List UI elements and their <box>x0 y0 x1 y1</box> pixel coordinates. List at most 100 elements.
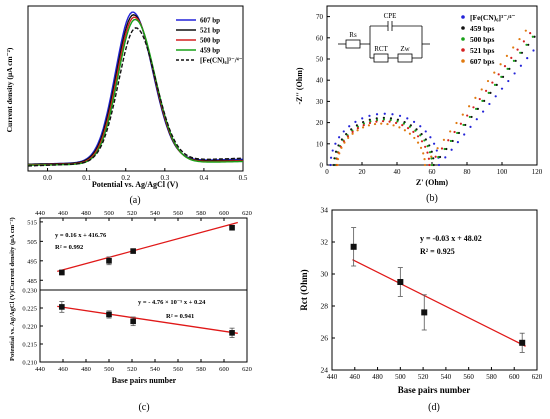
panel-d-label: (d) <box>428 402 440 413</box>
panel-b-point <box>512 59 516 62</box>
panel-b-point <box>422 152 425 155</box>
panel-b-point <box>402 122 405 125</box>
panel-b-y-tick-label: 70 <box>316 13 324 21</box>
panel-d-x-tick-label: 600 <box>509 373 520 381</box>
panel-b-point <box>406 127 410 130</box>
panel-c-x-tick-label: 520 <box>127 366 137 373</box>
panel-d-marks <box>350 227 526 353</box>
panel-b-point <box>332 163 336 167</box>
panel-b-y-tick-label: 40 <box>316 77 324 85</box>
panel-b-x-tick-label: 0 <box>325 168 329 176</box>
panel-b-point <box>512 46 515 49</box>
panel-b-point <box>428 163 431 167</box>
panel-b-point <box>507 79 510 83</box>
panel-b-point <box>506 67 509 70</box>
panel-d-point <box>421 309 428 316</box>
panel-d-y-tick-label: 26 <box>321 334 329 343</box>
panel-b-point <box>449 130 452 133</box>
panel-b-point <box>466 114 469 117</box>
panel-b-point <box>503 64 507 68</box>
panel-a-series <box>27 11 244 167</box>
panel-a-legend-label: [Fe(CN)₆]³⁻/⁴⁻ <box>200 57 243 65</box>
panel-a-legend-label: 607 bp <box>200 17 220 25</box>
panel-d-x-tick-label: 540 <box>441 373 452 381</box>
panel-b-point <box>382 116 385 119</box>
panel-b-point <box>464 123 467 127</box>
panel-b-point <box>347 136 350 140</box>
panel-b-point <box>388 120 391 123</box>
panel-b-point <box>438 155 442 159</box>
panel-b-point <box>475 118 478 121</box>
panel-b-point <box>427 157 431 160</box>
panel-a-legend-label: 521 bp <box>200 27 220 35</box>
panel-c-ylabel-top: Current density (µA cm⁻²) <box>9 217 16 290</box>
panel-b-point <box>373 122 377 126</box>
panel-c-top-x-tick-label: 460 <box>58 210 68 217</box>
panel-d-x-tick-label: 560 <box>463 373 474 381</box>
panel-b-point <box>416 141 420 144</box>
panel-b-point <box>432 163 435 167</box>
panel-c-xlabel: Base pairs number <box>112 376 177 385</box>
panel-b-point <box>351 130 354 133</box>
panel-b-series <box>329 29 536 167</box>
panel-b-point <box>469 125 472 128</box>
panel-a-xlabel: Potential vs. Ag/AgCl (V) <box>92 180 179 189</box>
panel-b-point <box>497 73 500 76</box>
panel-b-point <box>430 150 433 153</box>
panel-a-x-tick-label: 0.1 <box>82 174 91 182</box>
panel-a-legend: 607 bp 521 bp 500 bp 459 bp [Fe(CN)₆]³⁻/⁴⁻ <box>176 17 243 65</box>
panel-a-series-line <box>27 18 243 166</box>
panel-b-point <box>445 147 448 151</box>
circuit-label-cpe: CPE <box>384 12 397 20</box>
panel-b-point <box>375 120 378 123</box>
panel-b-point <box>403 129 407 132</box>
panel-b-y-tick-label: 50 <box>316 56 324 64</box>
panel-b-y-tick-label: 10 <box>316 140 324 148</box>
panel-d-x-tick-label: 520 <box>418 373 429 381</box>
panel-d-x-tick-label: 580 <box>486 373 497 381</box>
panel-b-point <box>505 54 508 57</box>
panel-d-y-tick-label: 28 <box>321 302 329 311</box>
panel-b-point <box>375 117 378 120</box>
panel-b-point <box>520 51 524 54</box>
panel-b: 0 20 40 60 80 100 120 0 10 20 30 40 50 60 70 [Fe(CN)₆]… <box>295 5 543 204</box>
panel-b-point <box>432 142 436 145</box>
panel-d-ticks: 440 460 480 500 520 540 560 580 600 620 24 26 28 30 32… <box>321 206 543 382</box>
panel-b-point <box>426 151 429 154</box>
panel-b-point <box>489 91 492 94</box>
panel-b-point <box>394 121 398 125</box>
panel-b-point <box>437 163 441 167</box>
panel-b-point <box>423 139 426 142</box>
panel-c-top-point <box>130 248 136 254</box>
panel-b-point <box>382 118 385 121</box>
panel-b-point <box>533 35 536 38</box>
panel-d-x-tick-label: 460 <box>350 373 361 381</box>
panel-b-point <box>434 155 437 158</box>
panel-b-point <box>398 114 402 117</box>
panel-b-legend-marker <box>461 59 465 63</box>
panel-a-ylabel: Current density (µA cm⁻²) <box>5 47 14 132</box>
panel-b-point <box>495 83 498 86</box>
panel-b-point <box>424 130 427 133</box>
panel-b-point <box>451 139 454 143</box>
panel-b-ticks: 0 20 40 60 80 100 120 0 10 20 30 40 50 60 70 <box>316 13 543 176</box>
panel-b-point <box>437 155 440 159</box>
panel-b-point <box>338 152 341 155</box>
panel-b-point <box>336 163 339 167</box>
panel-b-point <box>531 35 534 38</box>
panel-c-marks <box>57 221 238 338</box>
panel-c-top-x-tick-label: 520 <box>127 210 137 217</box>
panel-b-x-tick-label: 100 <box>497 168 508 176</box>
panel-b-legend-marker <box>461 15 465 19</box>
panel-d-r2: R² = 0.925 <box>420 247 455 256</box>
panel-b-legend-marker <box>461 48 465 52</box>
panel-b-point <box>476 107 479 111</box>
panel-b-legend-label: 459 bps <box>470 24 494 33</box>
panel-d-x-tick-label: 440 <box>327 373 338 381</box>
panel-b-point <box>329 163 332 167</box>
panel-b-point <box>419 134 422 137</box>
panel-b-point <box>472 106 475 109</box>
panel-d-y-tick-label: 34 <box>321 206 329 215</box>
panel-b-point <box>493 71 496 74</box>
panel-a-label: (a) <box>129 195 140 206</box>
